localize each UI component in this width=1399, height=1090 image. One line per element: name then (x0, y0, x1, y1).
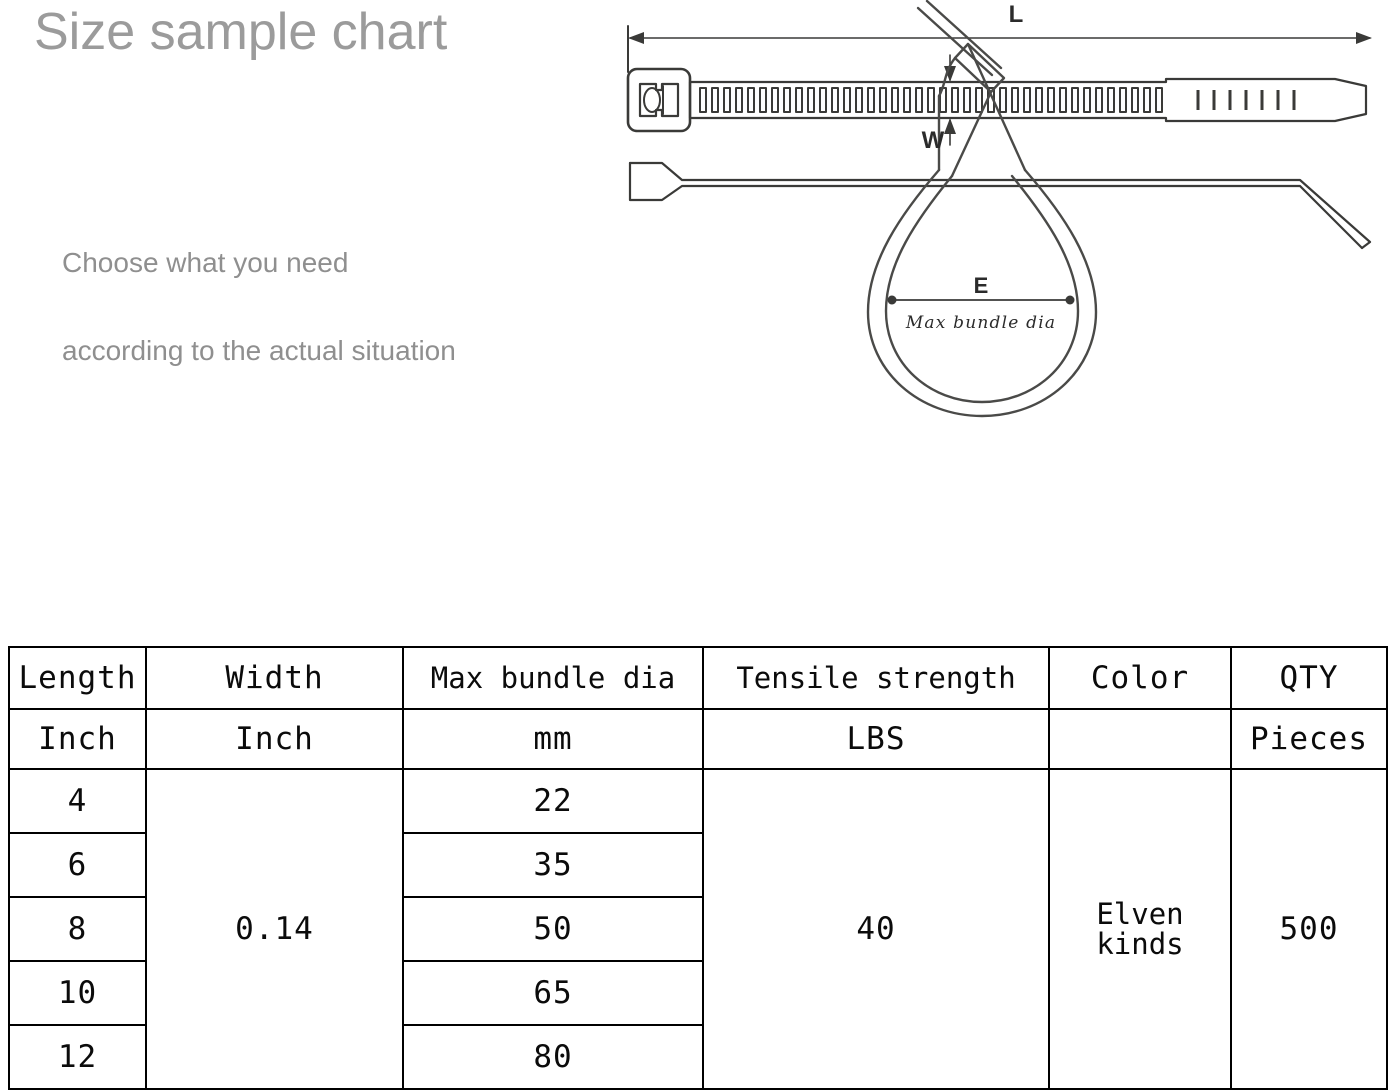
cable-tie-diagram: E Max bundle dia L W (600, 0, 1399, 540)
unit-max-bundle-dia: mm (402, 708, 704, 770)
table-row: 4 0.14 22 40 Elven kinds 500 (8, 768, 1388, 1090)
length-dimension-group (627, 25, 1372, 73)
spec-table: Length Width Max bundle dia Tensile stre… (8, 646, 1388, 1090)
table-row: 12 80 (8, 1024, 1387, 1090)
cable-tie-top-view (626, 67, 1368, 133)
cell-dia: 50 (402, 896, 704, 962)
cell-length: 6 (8, 832, 147, 898)
table-header-row: Length Width Max bundle dia Tensile stre… (8, 646, 1388, 710)
header-qty: QTY (1230, 646, 1388, 710)
table-row: 8 50 (8, 896, 1387, 962)
bundle-dia-caption: Max bundle dia (905, 313, 1056, 333)
table-row: 10 65 (8, 960, 1387, 1026)
cell-qty-merged: 500 (1230, 768, 1388, 1090)
unit-qty: Pieces (1230, 708, 1388, 770)
header-length: Length (8, 646, 147, 710)
cell-length: 12 (8, 1024, 147, 1090)
cell-length: 8 (8, 896, 147, 962)
cable-tie-side-view (628, 161, 1372, 250)
unit-length: Inch (8, 708, 147, 770)
table-row: 6 35 (8, 832, 1387, 898)
bundle-dia-label: E (974, 273, 989, 298)
unit-tensile-strength: LBS (702, 708, 1050, 770)
cable-tie-teeth (699, 87, 1163, 113)
cable-tie-grip-ribs (1196, 90, 1296, 110)
width-label: W (922, 127, 945, 154)
length-label: L (1009, 1, 1024, 28)
header-tensile-strength: Tensile strength (702, 646, 1050, 710)
cell-tensile-merged: 40 (702, 768, 1050, 1090)
cable-tie-diagram-svg: E Max bundle dia L W (626, 0, 1372, 418)
cell-dia: 35 (402, 832, 704, 898)
unit-color (1048, 708, 1232, 770)
tagline-line-2: according to the actual situation (62, 335, 456, 366)
tagline-line-1: Choose what you need (62, 247, 349, 278)
header-width: Width (145, 646, 404, 710)
cell-length: 4 (8, 768, 147, 834)
cell-dia: 22 (402, 768, 704, 834)
unit-width: Inch (145, 708, 404, 770)
header-max-bundle-dia: Max bundle dia (402, 646, 704, 710)
cell-color-merged: Elven kinds (1048, 768, 1232, 1090)
spec-table-container: Length Width Max bundle dia Tensile stre… (8, 646, 1388, 1090)
table-unit-row: Inch Inch mm LBS Pieces (8, 708, 1388, 770)
cell-dia: 80 (402, 1024, 704, 1090)
cable-tie-loop-view (866, 0, 1098, 418)
bundle-dia-dimension (887, 295, 1075, 305)
cell-length: 10 (8, 960, 147, 1026)
header-color: Color (1048, 646, 1232, 710)
page-title: Size sample chart (34, 3, 448, 61)
cell-dia: 65 (402, 960, 704, 1026)
cell-width-merged: 0.14 (145, 768, 404, 1090)
